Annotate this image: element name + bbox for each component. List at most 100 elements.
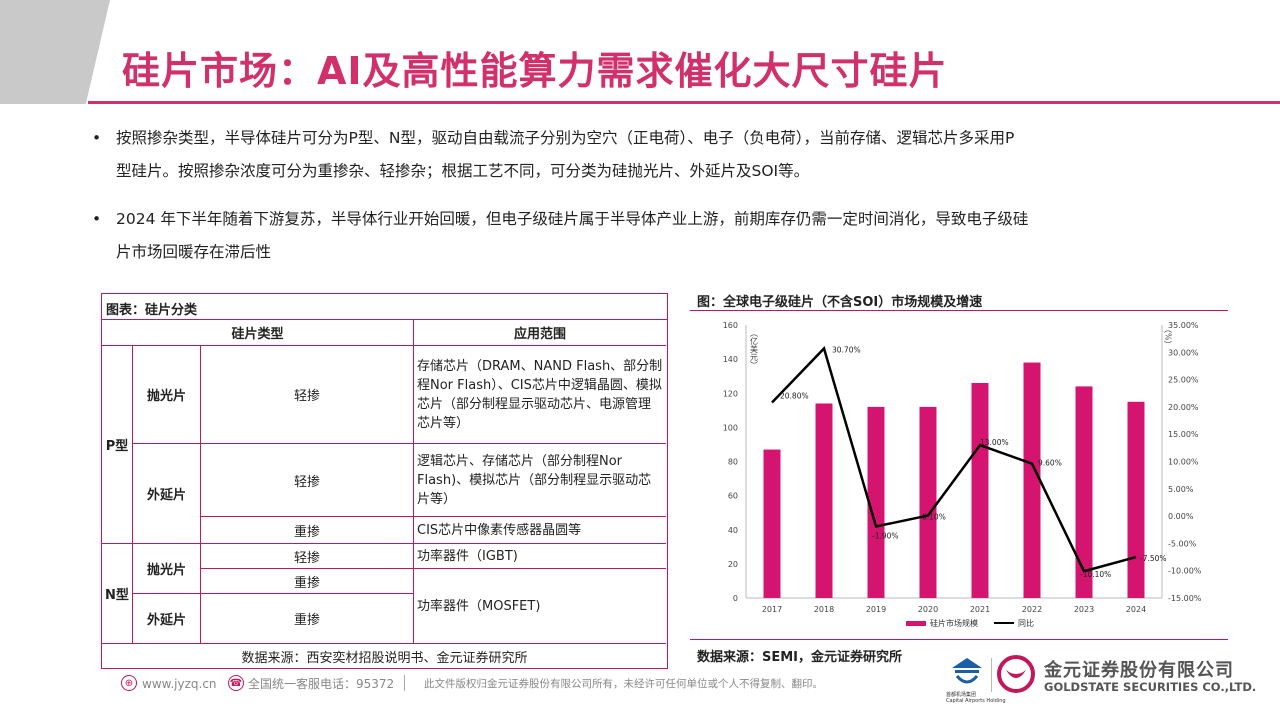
chart-source: 数据来源：SEMI，金元证券研究所 bbox=[697, 650, 903, 665]
x-axis-tick-label: 2024 bbox=[1126, 605, 1146, 614]
table-caption: 图表：硅片分类 bbox=[102, 294, 667, 320]
x-axis-tick-label: 2018 bbox=[814, 605, 834, 614]
right-axis-tick-label: 5.00% bbox=[1168, 485, 1194, 494]
chart-divider bbox=[690, 639, 1228, 640]
left-axis-tick-label: 160 bbox=[723, 321, 738, 330]
logo1-caption-cn: 首都机场集团 bbox=[946, 692, 977, 698]
bullet-text: 按照掺杂类型，半导体硅片可分为P型、N型，驱动自由载流子分别为空穴（正电荷）、电… bbox=[116, 122, 1226, 188]
footer-hotline: 全国统一客服电话：95372 bbox=[248, 677, 395, 691]
bar-market-size bbox=[1127, 401, 1145, 598]
left-axis-tick-label: 140 bbox=[723, 355, 738, 364]
footer-copyright: 此文件版权归金元证券股份有限公司所有，未经许可任何单位或个人不得复制、翻印。 bbox=[424, 678, 823, 690]
p-epi-doping-light: 轻掺 bbox=[201, 444, 414, 517]
logo-separator bbox=[991, 658, 992, 692]
bar-market-size bbox=[763, 449, 781, 598]
p-epi-application-light: 逻辑芯片、存储芯片（部分制程Nor Flash)、模拟芯片（部分制程显示驱动芯片… bbox=[414, 444, 666, 517]
n-epi-application: 功率器件（MOSFET) bbox=[414, 569, 666, 644]
left-axis-tick-label: 120 bbox=[723, 389, 738, 398]
p-epi-doping-heavy: 重掺 bbox=[201, 517, 414, 544]
x-axis-tick-label: 2020 bbox=[918, 605, 938, 614]
header-type: 硅片类型 bbox=[102, 320, 414, 346]
p-epi-application-heavy: CIS芯片中像素传感器晶圆等 bbox=[414, 517, 666, 544]
line-data-label: -10.10% bbox=[1080, 570, 1111, 579]
p-polish-application: 存储芯片（DRAM、NAND Flash、部分制程Nor Flash）、CIS芯… bbox=[414, 346, 666, 444]
chart-frame: 0 20 40 60 80 100 120 140 160 -15.00% -10.00% -5.00… bbox=[690, 310, 1228, 638]
x-axis-tick-label: 2019 bbox=[866, 605, 886, 614]
p-polish-kind: 抛光片 bbox=[133, 346, 201, 444]
line-data-label: -1.90% bbox=[872, 531, 899, 540]
x-axis-tick-label: 2017 bbox=[762, 605, 782, 614]
brand-name-en: GOLDSTATE SECURITIES CO.,LTD. bbox=[1044, 680, 1257, 694]
n-type-label: N型 bbox=[102, 544, 133, 644]
right-axis-tick-label: 0.00% bbox=[1168, 512, 1194, 521]
n-polish-doping-light: 轻掺 bbox=[201, 544, 414, 569]
bar-market-size bbox=[815, 403, 833, 598]
right-axis-tick-label: -5.00% bbox=[1168, 539, 1197, 548]
right-axis-label: （%） bbox=[1164, 325, 1173, 349]
x-axis-tick-label: 2021 bbox=[970, 605, 990, 614]
bullet-dot: • bbox=[92, 210, 102, 228]
line-data-label: -7.50% bbox=[1140, 554, 1167, 563]
bullet-line: 片市场回暖存在滞后性 bbox=[116, 243, 272, 261]
right-axis-tick-label: 30.00% bbox=[1168, 348, 1199, 357]
bar-market-size bbox=[971, 383, 989, 598]
bar-market-size bbox=[867, 406, 885, 598]
left-axis-tick-label: 60 bbox=[728, 492, 738, 501]
page-title: 硅片市场：AI及高性能算力需求催化大尺寸硅片 bbox=[122, 49, 948, 93]
bar-market-size bbox=[1023, 362, 1041, 598]
n-polish-doping-heavy: 重掺 bbox=[201, 569, 414, 594]
n-polish-kind: 抛光片 bbox=[133, 544, 201, 594]
n-epi-doping: 重掺 bbox=[201, 594, 414, 644]
n-polish-application-light: 功率器件（IGBT) bbox=[414, 544, 666, 569]
right-axis-tick-label: -10.00% bbox=[1168, 567, 1202, 576]
wafer-classification-table: 图表：硅片分类 硅片类型 应用范围 P型 抛光片 轻掺 存储芯片（DRAM、NA… bbox=[101, 293, 668, 669]
brand-name-cn: 金元证券股份有限公司 bbox=[1044, 660, 1234, 681]
legend-bar-swatch bbox=[906, 621, 926, 626]
logo1-caption: 首都机场集团 Capital Airports Holding bbox=[946, 691, 1006, 704]
right-axis-tick-label: 15.00% bbox=[1168, 430, 1199, 439]
p-epi-kind: 外延片 bbox=[133, 444, 201, 544]
p-polish-doping: 轻掺 bbox=[201, 346, 414, 444]
bullet-dot: • bbox=[92, 129, 102, 147]
phone-icon: ☎ bbox=[228, 675, 244, 691]
title-bar: 硅片市场：AI及高性能算力需求催化大尺寸硅片 bbox=[88, 18, 1280, 104]
footer: ⊕ www.jyzq.cn ☎ 全国统一客服电话：95372 此文件版权归金元证… bbox=[0, 667, 1280, 720]
bar-market-size bbox=[919, 406, 937, 598]
line-yoy-growth bbox=[771, 346, 1137, 573]
footer-separator bbox=[404, 675, 405, 691]
right-axis-tick-label: -15.00% bbox=[1168, 594, 1202, 603]
line-data-label: 30.70% bbox=[832, 345, 861, 354]
wafer-market-chart: 0 20 40 60 80 100 120 140 160 -15.00% -10.00% -5.00… bbox=[723, 321, 1202, 628]
p-type-label: P型 bbox=[102, 346, 133, 544]
legend-bar-label: 硅片市场规模 bbox=[930, 618, 978, 628]
right-axis-tick-label: 35.00% bbox=[1168, 321, 1199, 330]
globe-icon: ⊕ bbox=[121, 675, 137, 691]
title-underline bbox=[88, 101, 1280, 104]
x-axis-tick-label: 2022 bbox=[1022, 605, 1042, 614]
left-axis-tick-label: 0 bbox=[733, 594, 738, 603]
bullet-line: 型硅片。按照掺杂浓度可分为重掺杂、轻掺杂；根据工艺不同，可分类为硅抛光片、外延片… bbox=[116, 162, 810, 180]
left-axis-tick-label: 100 bbox=[723, 423, 738, 432]
left-axis-tick-label: 20 bbox=[728, 560, 738, 569]
left-axis-label: （亿美元） bbox=[750, 329, 759, 369]
bullet-line: 按照掺杂类型，半导体硅片可分为P型、N型，驱动自由载流子分别为空穴（正电荷）、电… bbox=[116, 129, 1015, 147]
n-epi-kind: 外延片 bbox=[133, 594, 201, 644]
left-axis-tick-label: 80 bbox=[728, 458, 738, 467]
bullet-text: 2024 年下半年随着下游复苏，半导体行业开始回暖，但电子级硅片属于半导体产业上… bbox=[116, 203, 1226, 269]
logo1-caption-en: Capital Airports Holding bbox=[946, 698, 1006, 704]
right-axis-tick-label: 25.00% bbox=[1168, 376, 1199, 385]
goldstate-logo-icon bbox=[997, 655, 1035, 693]
chart-title: 图：全球电子级硅片（不含SOI）市场规模及增速 bbox=[697, 295, 983, 310]
line-data-label: 13.00% bbox=[980, 438, 1009, 447]
table-source: 数据来源：西安奕材招股说明书、金元证券研究所 bbox=[241, 650, 528, 666]
line-data-label: 9.60% bbox=[1038, 459, 1062, 468]
line-data-label: 20.80% bbox=[780, 392, 809, 401]
header-application: 应用范围 bbox=[414, 320, 666, 346]
right-axis-tick-label: 10.00% bbox=[1168, 458, 1199, 467]
x-axis-tick-label: 2023 bbox=[1074, 605, 1094, 614]
footer-website[interactable]: www.jyzq.cn bbox=[142, 677, 217, 691]
legend-line-label: 同比 bbox=[1018, 618, 1034, 628]
bullet-line: 2024 年下半年随着下游复苏，半导体行业开始回暖，但电子级硅片属于半导体产业上… bbox=[116, 210, 1029, 228]
bar-market-size bbox=[1075, 386, 1093, 598]
right-axis-tick-label: 20.00% bbox=[1168, 403, 1199, 412]
